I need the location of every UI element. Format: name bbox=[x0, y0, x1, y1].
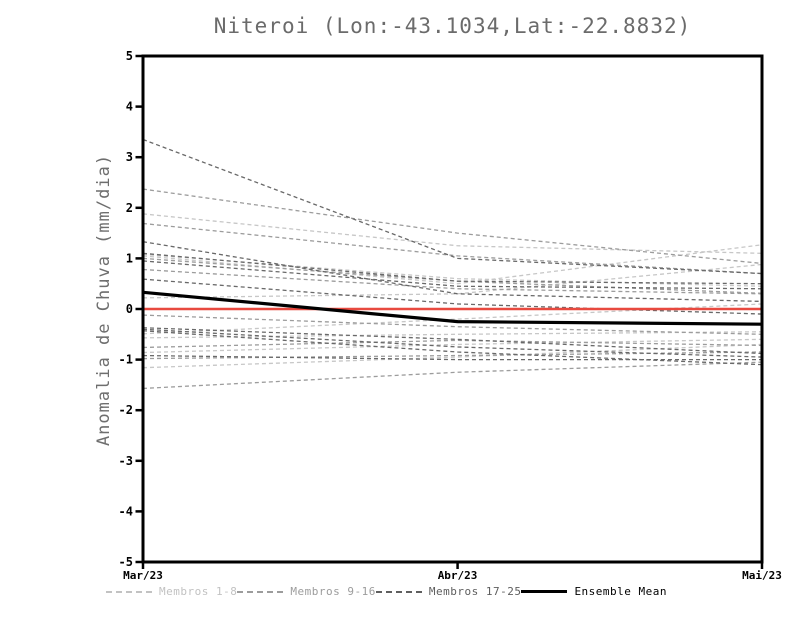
legend-dashed-line-icon bbox=[375, 590, 422, 593]
member-line bbox=[142, 361, 763, 390]
legend-label: Membros 1-8 bbox=[159, 585, 238, 598]
x-tick-label: Abr/23 bbox=[438, 569, 478, 582]
legend-label: Ensemble Mean bbox=[574, 585, 668, 598]
y-tick-label: -3 bbox=[119, 454, 133, 468]
x-tick-label: Mar/23 bbox=[123, 569, 163, 582]
legend-solid-line-icon bbox=[521, 590, 568, 593]
member-line bbox=[142, 263, 763, 299]
member-line bbox=[142, 222, 763, 275]
y-tick-label: 3 bbox=[126, 150, 133, 164]
legend-item: Membros 17-25 bbox=[375, 585, 522, 598]
chart-title: Niteroi (Lon:-43.1034,Lat:-22.8832) bbox=[213, 14, 692, 38]
ensemble-mean-line bbox=[142, 290, 763, 326]
y-tick-label: 0 bbox=[126, 302, 133, 316]
y-tick-label: 1 bbox=[126, 251, 133, 265]
legend-item: Membros 9-16 bbox=[237, 585, 375, 598]
y-tick-label: 4 bbox=[126, 100, 133, 114]
member-line bbox=[142, 330, 763, 366]
axis-frame bbox=[141, 54, 764, 564]
member-line bbox=[142, 213, 763, 254]
legend-item: Membros 1-8 bbox=[106, 585, 237, 598]
member-line bbox=[142, 138, 763, 275]
legend-label: Membros 9-16 bbox=[290, 585, 376, 598]
x-tick-label: Mai/23 bbox=[742, 569, 782, 582]
y-tick-label: -4 bbox=[119, 504, 133, 518]
member-line bbox=[142, 260, 763, 290]
legend-label: Membros 17-25 bbox=[428, 585, 522, 598]
member-line bbox=[142, 328, 763, 358]
legend: Membros 1-8 Membros 9-16 Membros 17-25 Ense… bbox=[106, 585, 667, 598]
y-tick-label: -1 bbox=[119, 353, 133, 367]
member-line bbox=[142, 268, 763, 295]
y-tick-label: -5 bbox=[119, 555, 133, 569]
member-line bbox=[142, 244, 763, 285]
member-line bbox=[142, 278, 763, 315]
member-line bbox=[142, 241, 763, 303]
legend-item: Ensemble Mean bbox=[521, 585, 667, 598]
y-tick-label: 2 bbox=[126, 201, 133, 215]
y-tick-label: -2 bbox=[119, 403, 133, 417]
member-line bbox=[142, 188, 763, 265]
member-line bbox=[142, 252, 763, 285]
legend-dashed-line-icon bbox=[106, 590, 152, 593]
legend-dashed-line-icon bbox=[237, 590, 284, 593]
y-tick-label: 5 bbox=[126, 49, 133, 63]
